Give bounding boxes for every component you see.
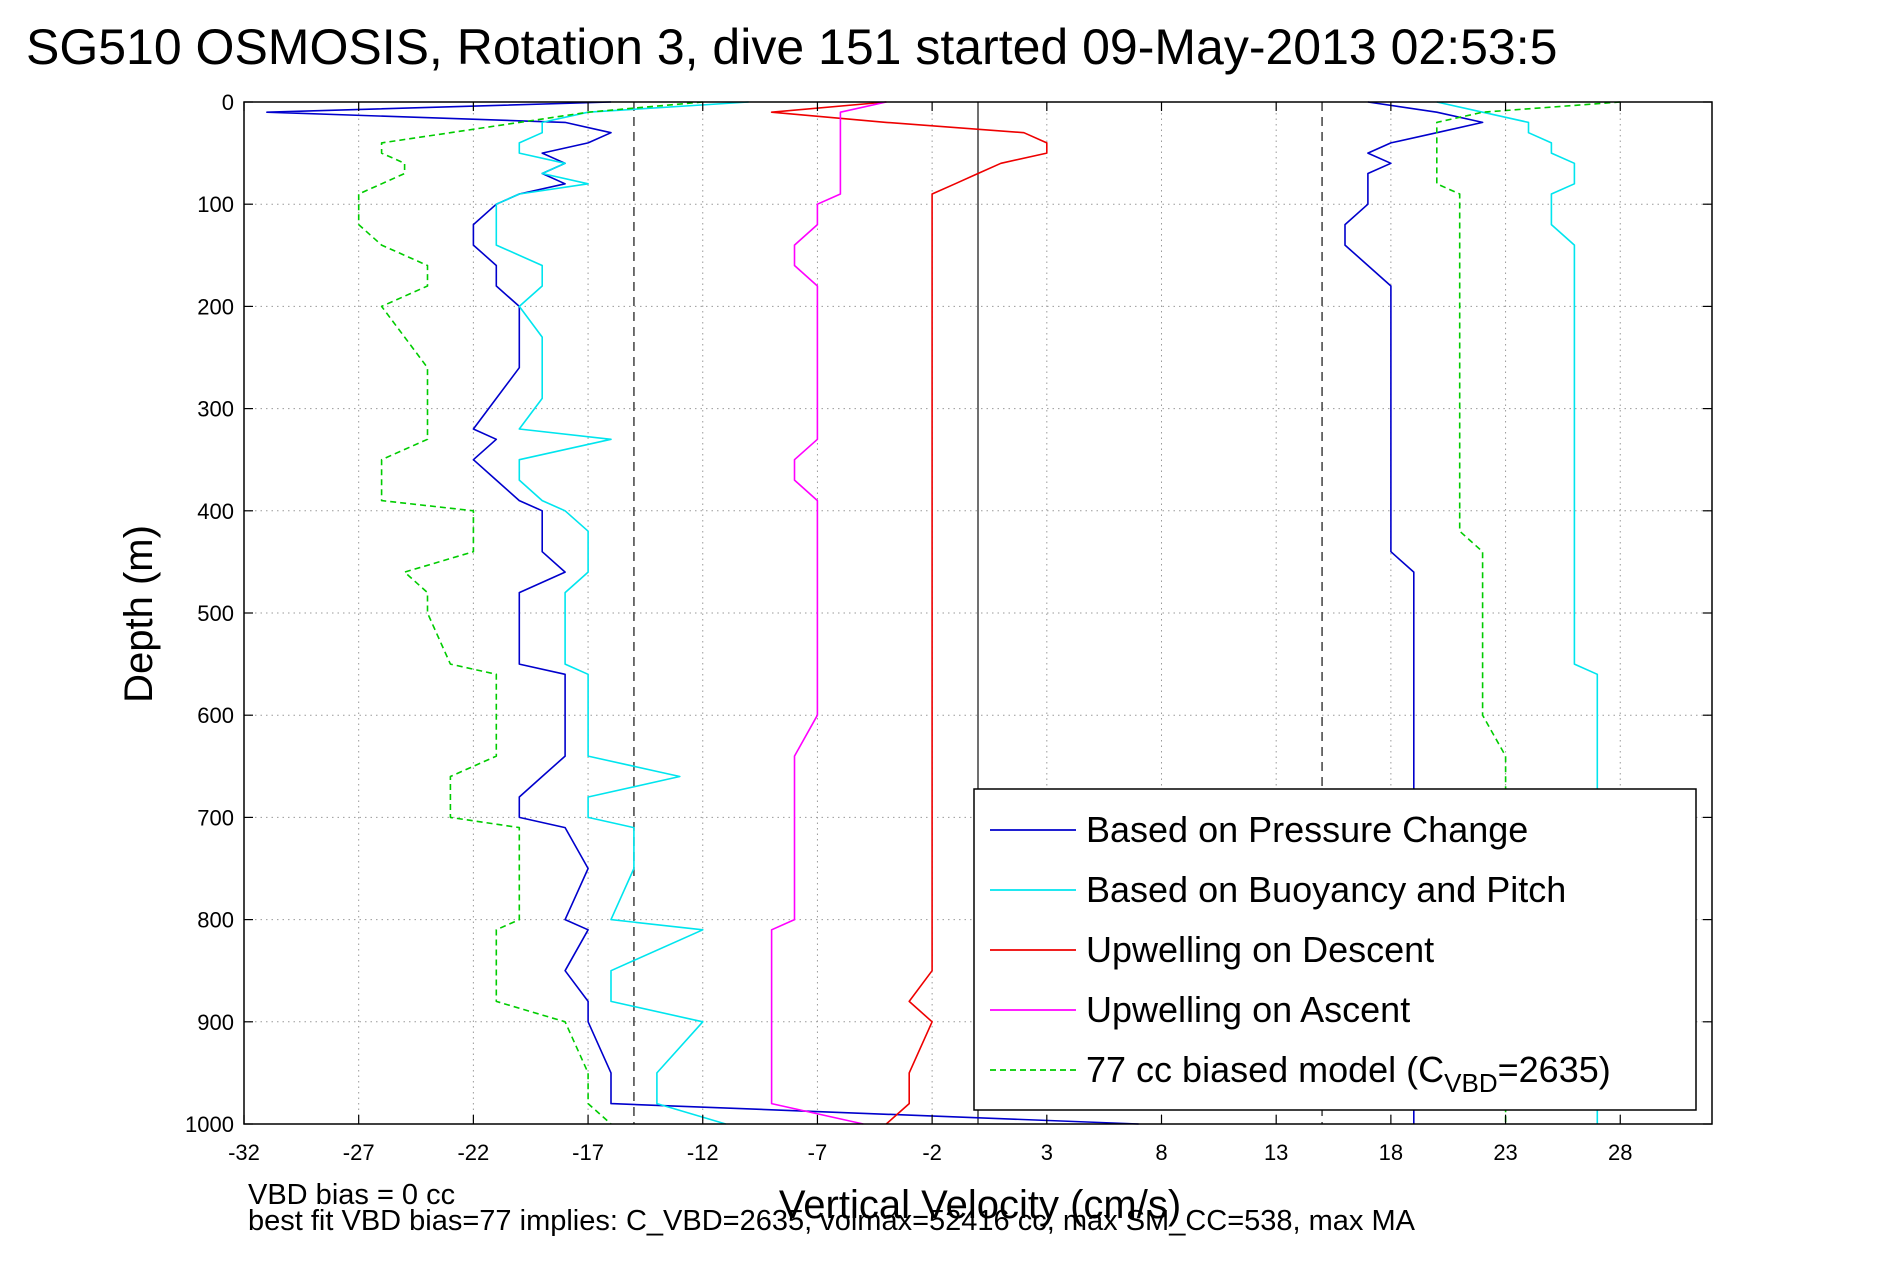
x-tick-label: 3 — [1041, 1140, 1053, 1165]
y-tick-label: 500 — [197, 601, 234, 626]
legend: Based on Pressure Change Based on Buoyanc… — [973, 788, 1697, 1111]
y-tick-label: 0 — [222, 90, 234, 115]
x-tick-label: -32 — [228, 1140, 260, 1165]
legend-label: Based on Pressure Change — [1086, 809, 1528, 850]
legend-label: Upwelling on Descent — [1086, 929, 1434, 970]
series-line-3-segment-1 — [770, 101, 1048, 1125]
legend-label: Upwelling on Ascent — [1086, 989, 1410, 1030]
series-line-4-segment-1 — [770, 101, 887, 1125]
y-tick-label: 300 — [197, 397, 234, 422]
y-tick-label: 600 — [197, 703, 234, 728]
y-tick-label: 800 — [197, 908, 234, 933]
chart-title: SG510 OSMOSIS, Rotation 3, dive 151 star… — [26, 19, 1557, 75]
legend-box — [973, 788, 1697, 1111]
series-line-2-segment-1 — [495, 101, 749, 1125]
series-line-1-segment-1 — [266, 101, 1139, 1125]
y-tick-label: 1000 — [185, 1112, 234, 1137]
x-tick-label: -12 — [687, 1140, 719, 1165]
x-tick-label: 8 — [1155, 1140, 1167, 1165]
y-tick-label: 900 — [197, 1010, 234, 1035]
x-tick-label: -2 — [922, 1140, 942, 1165]
y-tick-label: 400 — [197, 499, 234, 524]
series-line-5-segment-1 — [357, 101, 703, 1125]
x-tick-label: -22 — [457, 1140, 489, 1165]
x-axis-ticks: -32 -27 -22 -17 -12 -7 -2 3 8 13 18 23 28 — [228, 102, 1632, 1165]
x-tick-label: 18 — [1379, 1140, 1403, 1165]
y-tick-label: 100 — [197, 192, 234, 217]
x-tick-label: -7 — [808, 1140, 828, 1165]
x-tick-label: 28 — [1608, 1140, 1632, 1165]
x-tick-label: -17 — [572, 1140, 604, 1165]
annotation-vbd-bias: VBD bias = 0 cc — [248, 1179, 456, 1211]
legend-label: Based on Buoyancy and Pitch — [1086, 869, 1566, 910]
y-axis-label: Depth (m) — [117, 525, 161, 703]
y-axis-ticks: 0 100 200 300 400 500 600 700 800 900 1000 — [185, 90, 1712, 1137]
x-tick-label: -27 — [343, 1140, 375, 1165]
y-tick-label: 200 — [197, 294, 234, 319]
annotation-best-fit: best fit VBD bias=77 implies: C_VBD=2635… — [248, 1205, 1415, 1237]
y-tick-label: 700 — [197, 805, 234, 830]
series-line-5-segment-2 — [1436, 101, 1621, 1124]
x-tick-label: 23 — [1493, 1140, 1517, 1165]
x-tick-label: 13 — [1264, 1140, 1288, 1165]
legend-label: 77 cc biased model (CVBD=2635) — [1086, 1049, 1611, 1098]
x-axis-label: Vertical Velocity (cm/s) — [779, 1183, 1181, 1227]
